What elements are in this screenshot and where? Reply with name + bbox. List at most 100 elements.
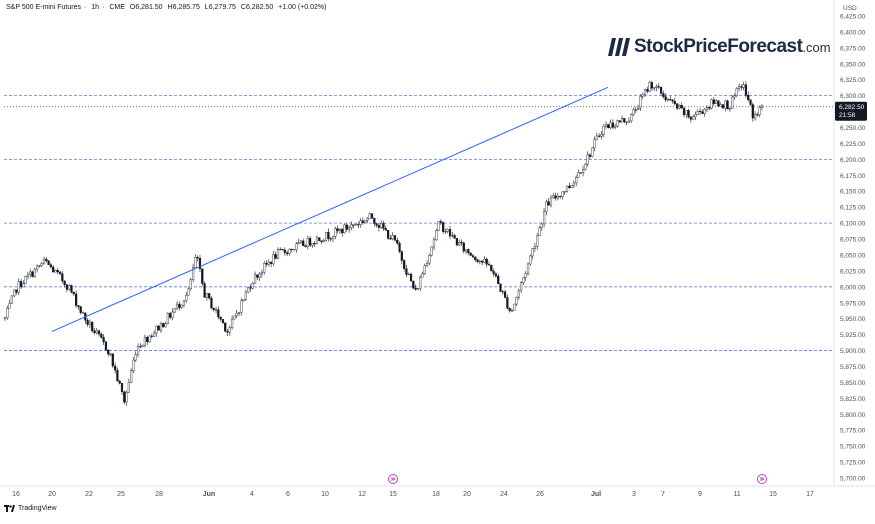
candle-body (352, 224, 355, 226)
candle-body (625, 121, 628, 123)
candle-body (88, 321, 91, 325)
candle-body (132, 359, 135, 371)
candle-body (244, 291, 247, 300)
candle-body (602, 125, 605, 135)
candle-body (634, 109, 637, 111)
candle-body (754, 114, 757, 119)
ohlc-high: H6,285.75 (167, 4, 200, 11)
candle-body (107, 349, 110, 355)
y-tick-label: 6,200.00 (840, 157, 866, 164)
y-tick-label: 6,300.00 (840, 93, 866, 100)
brand-slash-icon (608, 38, 630, 56)
candle-body (630, 114, 633, 122)
candle-body (288, 248, 291, 255)
candle-body (6, 308, 9, 319)
candle-body (120, 383, 124, 392)
candle-body (230, 318, 234, 328)
candle-body (249, 287, 252, 289)
split-marker-icon[interactable] (757, 474, 767, 484)
x-tick-label: 7 (661, 491, 665, 498)
candle-body (744, 84, 748, 96)
candle-body (545, 201, 548, 212)
candle-body (643, 89, 647, 95)
candle-body (286, 252, 289, 255)
y-tick-label: 5,750.00 (840, 444, 866, 451)
candle-body (637, 108, 640, 111)
candle-body (382, 223, 385, 229)
y-tick-label: 6,175.00 (840, 173, 866, 180)
y-tick-label: 6,100.00 (840, 221, 866, 228)
candle-body (554, 195, 557, 199)
candle-body (357, 224, 360, 226)
candle-body (3, 317, 7, 319)
candle-body (416, 288, 420, 290)
candle-body (315, 237, 319, 244)
symbol-interval[interactable]: 1h (91, 4, 100, 11)
candle-body (214, 309, 218, 311)
event-markers[interactable] (388, 474, 767, 484)
candle-body (354, 224, 358, 226)
candle-body (455, 238, 459, 246)
dividend-marker-icon[interactable] (388, 474, 398, 484)
candle-body (609, 122, 612, 129)
candle-body (478, 260, 481, 262)
candle-body (104, 341, 108, 351)
candle-body (701, 111, 704, 114)
candle-body (710, 99, 713, 109)
candle-body (760, 105, 764, 108)
candle-body (501, 291, 504, 293)
candle-body (627, 120, 631, 123)
candle-body (26, 274, 30, 277)
candle-body (728, 108, 731, 110)
candle-body (364, 220, 367, 223)
candle-body (159, 323, 163, 331)
candle-body (233, 315, 236, 320)
candle-body (425, 263, 429, 266)
candle-body (380, 223, 383, 228)
candle-body (373, 217, 376, 224)
candle-body (715, 100, 718, 104)
candle-body (116, 369, 119, 382)
candle-body (724, 100, 727, 109)
ohlc-open: O6,281.50 (129, 4, 163, 11)
candle-body (747, 94, 750, 100)
candle-body (226, 330, 229, 333)
y-tick-label: 5,775.00 (840, 428, 866, 435)
candle-body (256, 274, 259, 278)
candle-body (318, 237, 321, 241)
candle-body (148, 335, 151, 343)
y-tick-label: 6,375.00 (840, 45, 866, 52)
candle-body (575, 177, 578, 184)
candle-body (481, 260, 484, 263)
trendline[interactable] (51, 86, 609, 332)
candle-body (313, 243, 316, 245)
candle-body (464, 249, 468, 252)
candle-body (581, 169, 585, 174)
candle-body (290, 248, 293, 250)
candle-body (269, 261, 273, 264)
candle-body (171, 311, 174, 318)
time-axis[interactable]: 16 20 22 25 28 Jun 4 6 10 12 15 18 20 24 26 Jul 3 7 9 11 15 1… (12, 491, 814, 498)
candle-body (366, 218, 369, 221)
candle-body (272, 254, 275, 264)
candle-body (698, 110, 702, 113)
candle-body (15, 289, 18, 293)
candle-body (393, 235, 397, 241)
price-axis[interactable]: 5,700.00 5,725.00 5,750.00 5,775.00 5,800.00… (840, 5, 866, 483)
candle-body (81, 312, 85, 314)
y-tick-label: 5,925.00 (840, 332, 866, 339)
tradingview-footer[interactable]: TradingView (4, 505, 57, 512)
x-tick-label: Jun (203, 491, 215, 498)
trendline-layer[interactable] (51, 86, 609, 332)
candle-body (180, 304, 183, 308)
candle-body (325, 232, 328, 241)
candle-body (726, 100, 729, 110)
candle-body (515, 296, 518, 305)
candle-body (513, 303, 516, 311)
candle-body (689, 116, 692, 120)
candle-body (705, 107, 709, 110)
symbol-name[interactable]: S&P 500 E-mini Futures (6, 4, 81, 11)
